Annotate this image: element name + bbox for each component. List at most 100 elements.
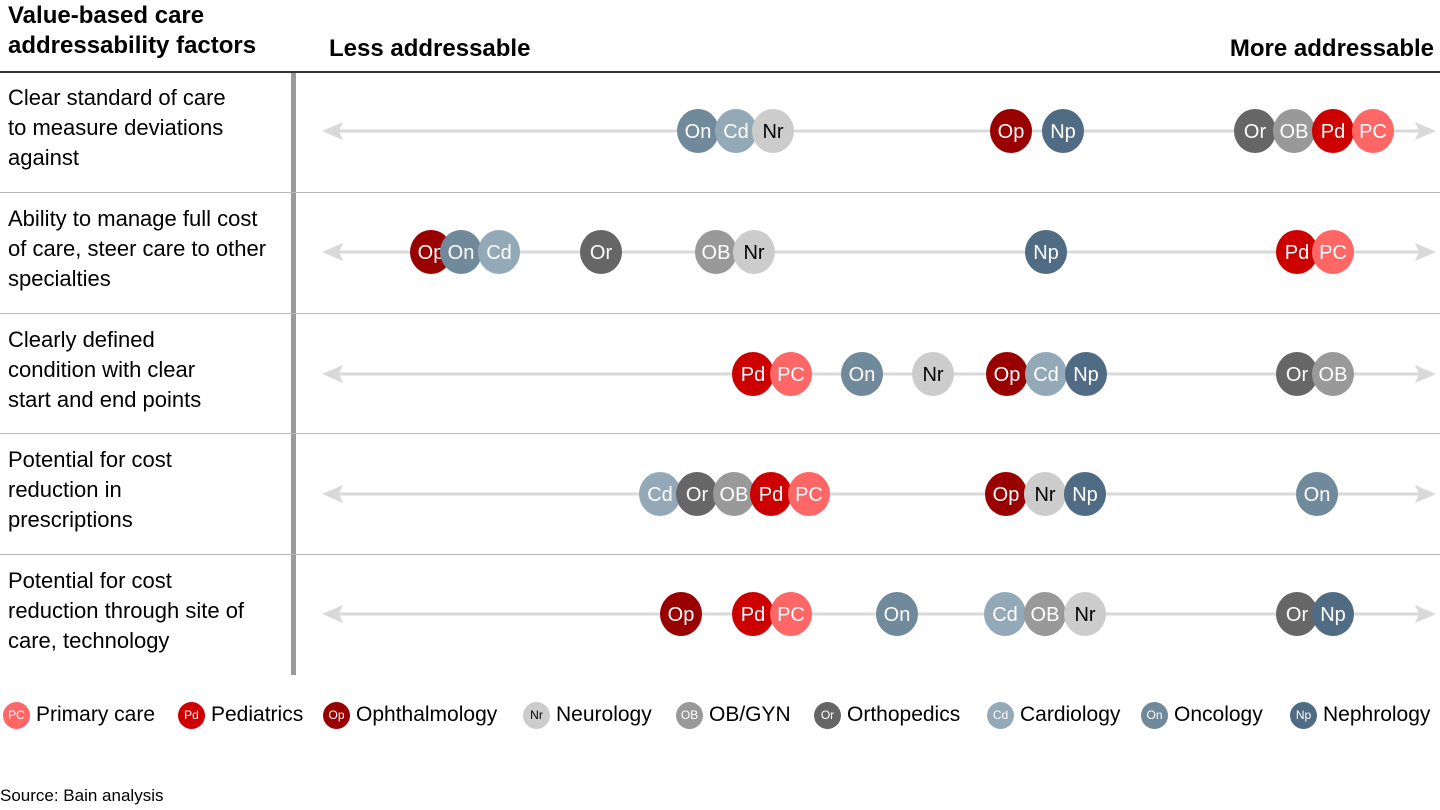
bubble-label: Np: [1033, 242, 1059, 264]
row-divider: [0, 313, 1440, 314]
legend-item-primary-care: PC Primary care: [3, 700, 155, 730]
row-label-0: Clear standard of care to measure deviat…: [8, 85, 226, 170]
source-note: Source: Bain analysis: [0, 786, 164, 805]
legend-item-neurology: Nr Neurology: [523, 700, 652, 730]
bubble-ob-gyn: OB: [1312, 352, 1354, 396]
arrow-right-icon: [1415, 605, 1436, 623]
bubble-ob-gyn: OB: [1273, 109, 1315, 153]
legend-label: Oncology: [1174, 703, 1263, 726]
bubble-neurology: Nr: [733, 230, 775, 274]
bubble-label: Pd: [1285, 242, 1309, 264]
bubble-ophthalmology: Op: [990, 109, 1032, 153]
bubble-label: Nr: [743, 242, 764, 264]
bubble-label: Cd: [486, 242, 512, 264]
legend-swatch: Op: [323, 701, 350, 729]
bubble-label: Nr: [1074, 604, 1095, 626]
bubble-label: PC: [777, 604, 805, 626]
legend-item-ophthalmology: Op Ophthalmology: [323, 700, 497, 730]
bubble-label: Cd: [1033, 364, 1059, 386]
header-divider: [0, 71, 1440, 73]
bubble-label: On: [849, 364, 876, 386]
bubble-label: On: [884, 604, 911, 626]
bubble-ob-gyn: OB: [713, 472, 755, 516]
bubble-primary-care: PC: [770, 592, 812, 636]
bubble-oncology: On: [440, 230, 482, 274]
arrow-left-icon: [322, 605, 343, 623]
row-axis-3: [322, 485, 1436, 503]
bubble-label: On: [1304, 484, 1331, 506]
bubble-neurology: Nr: [1064, 592, 1106, 636]
bubble-label: Or: [686, 484, 709, 506]
bubble-nephrology: Np: [1025, 230, 1067, 274]
arrow-left-icon: [322, 122, 343, 140]
bubble-label: OB: [1031, 604, 1060, 626]
bubble-neurology: Nr: [752, 109, 794, 153]
bubble-label: Cd: [723, 121, 749, 143]
bubble-pediatrics: Pd: [1276, 230, 1318, 274]
bubble-label: Op: [998, 121, 1025, 143]
bubble-oncology: On: [1296, 472, 1338, 516]
arrow-left-icon: [322, 485, 343, 503]
bubble-label: Cd: [992, 604, 1018, 626]
bubble-label: Op: [993, 484, 1020, 506]
bubble-ophthalmology: Op: [660, 592, 702, 636]
bubble-nephrology: Np: [1064, 472, 1106, 516]
bubble-ob-gyn: OB: [695, 230, 737, 274]
bubble-label: PC: [1319, 242, 1347, 264]
bubble-cardiology: Cd: [984, 592, 1026, 636]
bubble-label: On: [448, 242, 475, 264]
legend-item-nephrology: Np Nephrology: [1290, 700, 1430, 730]
arrow-left-icon: [322, 365, 343, 383]
legend-swatch: Nr: [523, 701, 550, 729]
bubble-orthopedics: Or: [676, 472, 718, 516]
bubble-label: Np: [1320, 604, 1346, 626]
bubble-label: Np: [1050, 121, 1076, 143]
legend-item-orthopedics: Or Orthopedics: [814, 700, 960, 730]
bubble-label: OB: [1319, 364, 1348, 386]
bubble-primary-care: PC: [1312, 230, 1354, 274]
bubble-label: Pd: [759, 484, 783, 506]
legend-label: Nephrology: [1323, 703, 1431, 726]
bubble-primary-care: PC: [770, 352, 812, 396]
bubble-label: OB: [720, 484, 749, 506]
bubble-ophthalmology: Op: [410, 230, 452, 274]
bubble-pediatrics: Pd: [750, 472, 792, 516]
legend-swatch: PC: [3, 701, 30, 729]
bubble-ob-gyn: OB: [1024, 592, 1066, 636]
bubble-oncology: On: [677, 109, 719, 153]
row-label-1: Ability to manage full cost of care, ste…: [8, 206, 267, 291]
factors-title: Value-based care addressability factors: [8, 2, 257, 59]
less-addressable-label: Less addressable: [329, 35, 531, 62]
bubble-pediatrics: Pd: [732, 592, 774, 636]
bubble-oncology: On: [841, 352, 883, 396]
arrow-right-icon: [1415, 243, 1436, 261]
bubble-label: Op: [994, 364, 1021, 386]
bubble-orthopedics: Or: [580, 230, 622, 274]
bubble-primary-care: PC: [1352, 109, 1394, 153]
more-addressable-label: More addressable: [1229, 35, 1434, 62]
bubble-ophthalmology: Op: [986, 352, 1028, 396]
bubble-label: PC: [1359, 121, 1387, 143]
bubble-neurology: Nr: [1024, 472, 1066, 516]
legend-label: Orthopedics: [847, 703, 961, 726]
legend-swatch: On: [1141, 701, 1168, 729]
arrow-left-icon: [322, 243, 343, 261]
bubble-ophthalmology: Op: [985, 472, 1027, 516]
row-divider: [0, 433, 1440, 434]
bubble-label: Pd: [741, 604, 765, 626]
arrow-right-icon: [1415, 122, 1436, 140]
bubble-label: Or: [1286, 604, 1309, 626]
legend-swatch: Np: [1290, 701, 1317, 729]
bubble-nephrology: Np: [1312, 592, 1354, 636]
legend-item-ob-gyn: OB OB/GYN: [676, 700, 791, 730]
bubble-orthopedics: Or: [1276, 592, 1318, 636]
bubble-label: Op: [418, 242, 445, 264]
legend-label: Pediatrics: [211, 703, 304, 726]
bubble-nephrology: Np: [1065, 352, 1107, 396]
bubble-label: Np: [1073, 364, 1099, 386]
legend-swatch: OB: [676, 701, 703, 729]
bubble-label: Nr: [762, 121, 783, 143]
legend-label: Neurology: [556, 703, 652, 726]
bubble-label: On: [685, 121, 712, 143]
